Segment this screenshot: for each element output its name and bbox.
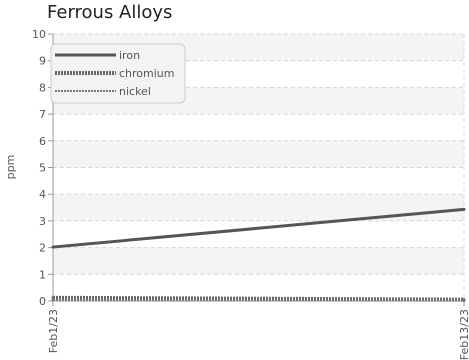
- y-ticks: 0 1 2 3 4 5 6 7 8 9 10: [32, 28, 53, 308]
- series-line-chromium: [52, 295, 465, 302]
- x-tick-label: Feb1/23: [47, 309, 60, 353]
- x-ticks: Feb1/23 Feb13/23: [47, 301, 469, 360]
- legend[interactable]: iron chromium nickel: [50, 43, 186, 104]
- y-tick-label: 7: [39, 108, 46, 121]
- series-line-iron: [52, 207, 465, 249]
- legend-label-iron[interactable]: iron: [119, 49, 140, 62]
- y-tick-label: 2: [39, 242, 46, 255]
- x-tick-label: Feb13/23: [458, 309, 469, 360]
- data-point-chromium: [51, 296, 55, 300]
- legend-box: [50, 43, 186, 104]
- data-point-iron: [51, 245, 55, 249]
- series-line-nickel: [52, 298, 465, 302]
- y-tick-label: 10: [32, 28, 46, 41]
- legend-label-nickel[interactable]: nickel: [119, 85, 151, 98]
- legend-label-chromium[interactable]: chromium: [119, 67, 175, 80]
- plot-band: [53, 140, 464, 168]
- plot-band: [53, 247, 464, 275]
- plot-band: [53, 194, 464, 221]
- y-tick-label: 0: [39, 295, 46, 308]
- y-tick-label: 3: [39, 215, 46, 228]
- y-tick-label: 5: [39, 162, 46, 175]
- y-tick-label: 8: [39, 81, 46, 94]
- data-point-nickel: [51, 298, 55, 302]
- chart-title: Ferrous Alloys: [47, 2, 173, 23]
- y-tick-label: 9: [39, 55, 46, 68]
- y-tick-label: 1: [39, 268, 46, 281]
- data-point-nickel: [462, 298, 466, 302]
- y-axis-title: ppm: [4, 155, 17, 180]
- y-tick-label: 6: [39, 135, 46, 148]
- series-lines: [51, 207, 466, 302]
- data-point-iron: [462, 207, 466, 211]
- y-tick-label: 4: [39, 188, 46, 201]
